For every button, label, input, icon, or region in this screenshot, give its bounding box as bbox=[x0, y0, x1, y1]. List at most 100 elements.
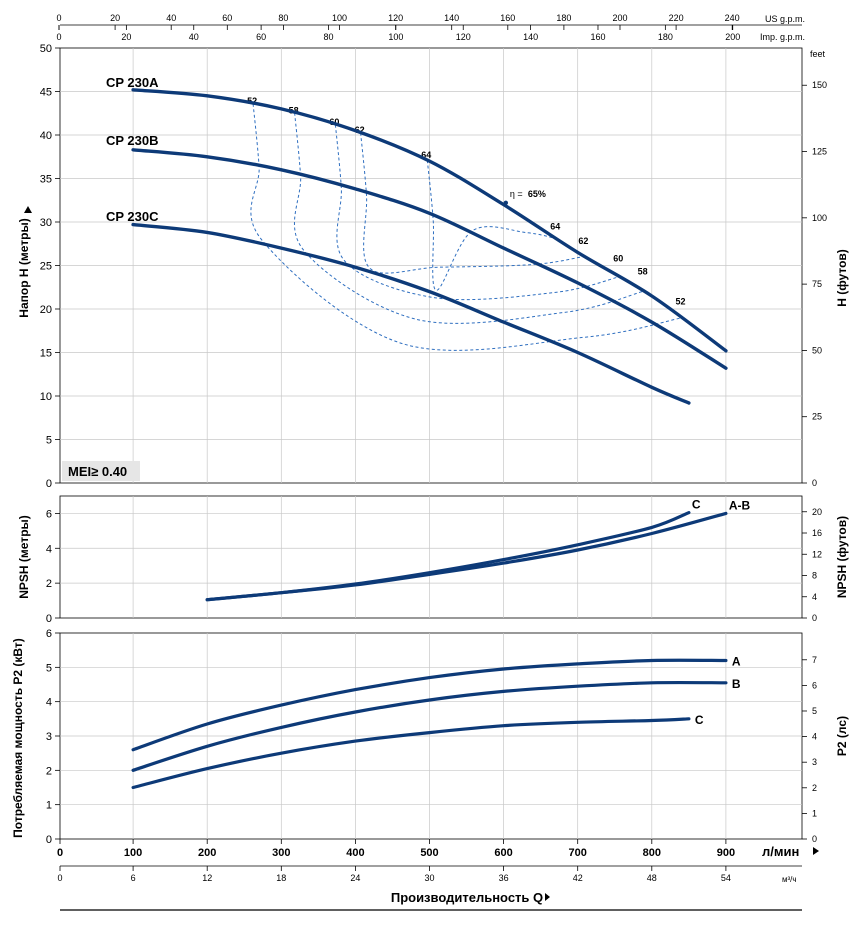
efficiency-label: 60 bbox=[613, 254, 623, 264]
imp-gpm-tick-label: 0 bbox=[56, 32, 61, 42]
mei-badge: MEI≥ 0.40 bbox=[68, 464, 127, 479]
us-gpm-tick-label: 40 bbox=[166, 13, 176, 23]
efficiency-label: 62 bbox=[355, 125, 365, 135]
us-gpm-tick-label: 140 bbox=[444, 13, 459, 23]
y-tick-label: 2 bbox=[46, 765, 52, 777]
us-gpm-tick-label: 80 bbox=[278, 13, 288, 23]
y-tick-label: 20 bbox=[40, 304, 52, 316]
power-curve bbox=[131, 717, 691, 790]
power-panel: AB C 0 1 2 3 4 5 6 0 1 2 3 4 5 6 7 Потребляемая мощност… bbox=[11, 628, 849, 846]
lpm-unit: л/мин bbox=[762, 844, 799, 859]
y-right-tick-label: 125 bbox=[812, 147, 827, 157]
y-right-tick-label: 4 bbox=[812, 592, 817, 602]
y-tick-label: 6 bbox=[46, 508, 52, 520]
y-tick-label: 45 bbox=[40, 87, 52, 99]
lpm-tick-label: 500 bbox=[420, 847, 438, 859]
lpm-tick-label: 200 bbox=[198, 847, 216, 859]
y-tick-label: 0 bbox=[46, 613, 52, 625]
y-tick-label: 2 bbox=[46, 578, 52, 590]
npsh-panel: A-B C 0 2 4 6 0 4 8 12 16 20 NPSH (метры) NPSH (фу… bbox=[17, 495, 849, 625]
top-flow-axes: US g.p.m. Imp. g.p.m. 0 20 40 60 80 100 120 140… bbox=[56, 13, 805, 42]
imp-gpm-tick-label: 80 bbox=[323, 32, 333, 42]
y-right-tick-label: 3 bbox=[812, 757, 817, 767]
m3h-tick-label: 48 bbox=[647, 873, 657, 883]
head-curve bbox=[131, 222, 691, 405]
y-right-tick-label: 8 bbox=[812, 571, 817, 581]
us-gpm-tick-label: 0 bbox=[56, 13, 61, 23]
efficiency-contour bbox=[334, 124, 620, 301]
y-right-tick-label: 20 bbox=[812, 507, 822, 517]
bottom-flow-axes: 0 100 200 300 400 500 600 700 800 900 л/мин 0 6 12 1… bbox=[57, 839, 819, 911]
efficiency-label: 62 bbox=[578, 236, 588, 246]
power-ylabel: Потребляемая мощность P2 (кВт) bbox=[11, 638, 25, 838]
head-curve-label: CP 230C bbox=[106, 209, 159, 224]
power-curve bbox=[131, 680, 728, 772]
efficiency-label: 64 bbox=[550, 221, 560, 231]
y-tick-label: 15 bbox=[40, 348, 52, 360]
npsh-ylabel-right: NPSH (футов) bbox=[835, 516, 849, 598]
y-tick-label: 40 bbox=[40, 130, 52, 142]
lpm-tick-label: 600 bbox=[494, 847, 512, 859]
efficiency-label: 52 bbox=[675, 296, 685, 306]
y-right-tick-label: 50 bbox=[812, 345, 822, 355]
imp-gpm-tick-label: 40 bbox=[189, 32, 199, 42]
y-tick-label: 3 bbox=[46, 731, 52, 743]
imp-gpm-tick-label: 200 bbox=[725, 32, 740, 42]
efficiency-peak-label: 65% bbox=[528, 189, 546, 199]
power-curve-label: C bbox=[695, 713, 704, 727]
m3h-tick-label: 0 bbox=[57, 873, 62, 883]
us-gpm-tick-label: 120 bbox=[388, 13, 403, 23]
y-tick-label: 0 bbox=[46, 834, 52, 846]
lpm-tick-label: 400 bbox=[346, 847, 364, 859]
lpm-tick-label: 100 bbox=[124, 847, 142, 859]
y-tick-label: 5 bbox=[46, 435, 52, 447]
y-right-tick-label: 12 bbox=[812, 549, 822, 559]
y-right-tick-label: 0 bbox=[812, 478, 817, 488]
npsh-curve bbox=[205, 511, 691, 602]
lpm-tick-label: 300 bbox=[272, 847, 290, 859]
us-gpm-tick-label: 160 bbox=[500, 13, 515, 23]
head-ylabel-right: H (футов) bbox=[835, 249, 849, 307]
power-curve-label: A bbox=[732, 654, 741, 668]
y-right-tick-label: 4 bbox=[812, 732, 817, 742]
npsh-curve-label: A-B bbox=[729, 498, 751, 512]
y-right-tick-label: 100 bbox=[812, 213, 827, 223]
head-curve-label: CP 230B bbox=[106, 133, 159, 148]
m3h-unit: м³/ч bbox=[782, 875, 797, 884]
m3h-tick-label: 30 bbox=[424, 873, 434, 883]
y-right-tick-label: 16 bbox=[812, 528, 822, 538]
m3h-tick-label: 36 bbox=[499, 873, 509, 883]
y-right-tick-label: 0 bbox=[812, 834, 817, 844]
imp-gpm-tick-label: 20 bbox=[121, 32, 131, 42]
power-ylabel-right: P2 (лс) bbox=[835, 716, 849, 756]
efficiency-label: 64 bbox=[421, 150, 431, 160]
y-tick-label: 4 bbox=[46, 543, 52, 555]
m3h-tick-label: 42 bbox=[573, 873, 583, 883]
efficiency-contour bbox=[426, 160, 557, 291]
us-gpm-tick-label: 100 bbox=[332, 13, 347, 23]
efficiency-contour bbox=[294, 112, 644, 324]
y-right-tick-label: 7 bbox=[812, 655, 817, 665]
y-tick-label: 1 bbox=[46, 800, 52, 812]
us-gpm-tick-label: 200 bbox=[612, 13, 627, 23]
y-right-tick-label: 2 bbox=[812, 783, 817, 793]
y-tick-label: 50 bbox=[40, 43, 52, 55]
feet-unit: feet bbox=[810, 49, 826, 59]
us-gpm-label: US g.p.m. bbox=[765, 14, 805, 24]
us-gpm-tick-label: 180 bbox=[556, 13, 571, 23]
us-gpm-tick-label: 60 bbox=[222, 13, 232, 23]
m3h-tick-label: 24 bbox=[350, 873, 360, 883]
head-ylabel: Напор H (метры) bbox=[17, 218, 31, 317]
power-curve bbox=[131, 658, 728, 752]
m3h-tick-label: 18 bbox=[276, 873, 286, 883]
efficiency-contour bbox=[360, 132, 585, 274]
m3h-tick-label: 6 bbox=[131, 873, 136, 883]
efficiency-prefix: η = bbox=[510, 189, 523, 199]
y-tick-label: 25 bbox=[40, 261, 52, 273]
lpm-unit-arrow bbox=[813, 847, 819, 855]
imp-gpm-label: Imp. g.p.m. bbox=[760, 32, 805, 42]
y-tick-label: 30 bbox=[40, 217, 52, 229]
head-ylabel-arrow bbox=[24, 206, 32, 213]
